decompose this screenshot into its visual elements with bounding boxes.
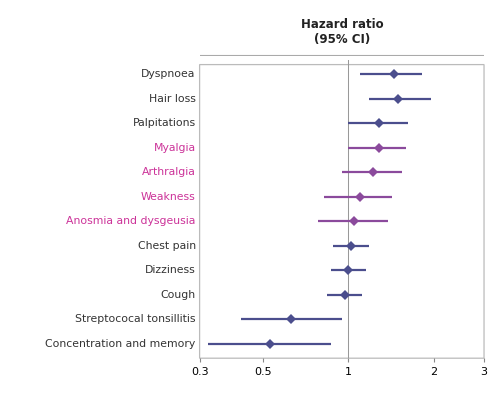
Text: Myalgia: Myalgia: [154, 143, 196, 153]
Text: Hair loss: Hair loss: [149, 94, 196, 104]
Text: Weakness: Weakness: [141, 192, 196, 202]
Text: Palpitations: Palpitations: [133, 118, 196, 128]
Text: Arthralgia: Arthralgia: [142, 167, 196, 177]
Text: Chest pain: Chest pain: [138, 241, 196, 251]
Text: Dizziness: Dizziness: [145, 265, 196, 275]
Text: Streptococal tonsillitis: Streptococal tonsillitis: [75, 314, 196, 324]
Text: Anosmia and dysgeusia: Anosmia and dysgeusia: [66, 216, 196, 226]
FancyBboxPatch shape: [200, 64, 484, 358]
Text: Dyspnoea: Dyspnoea: [141, 69, 196, 79]
Text: Cough: Cough: [161, 290, 196, 300]
Text: Concentration and memory: Concentration and memory: [45, 339, 196, 349]
Text: Hazard ratio
(95% CI): Hazard ratio (95% CI): [300, 18, 383, 47]
